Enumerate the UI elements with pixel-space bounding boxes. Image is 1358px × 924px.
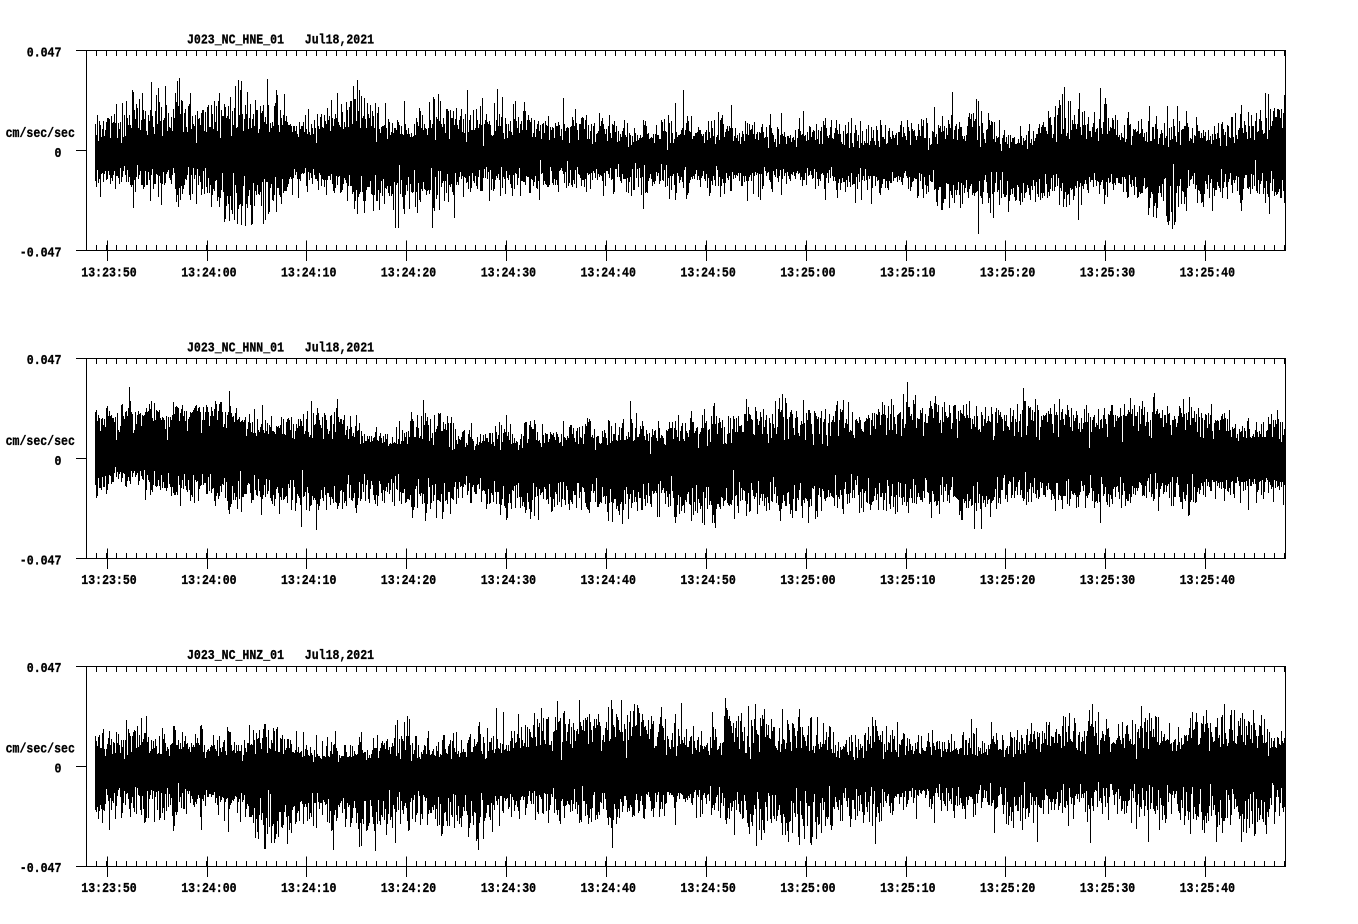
svg-text:0: 0 [55, 762, 62, 778]
svg-text:13:24:00: 13:24:00 [181, 881, 236, 897]
svg-text:-0.047: -0.047 [20, 246, 62, 262]
svg-text:cm/sec/sec: cm/sec/sec [6, 126, 75, 142]
svg-text:cm/sec/sec: cm/sec/sec [6, 434, 75, 450]
svg-text:13:24:30: 13:24:30 [481, 266, 536, 282]
svg-text:13:25:20: 13:25:20 [980, 266, 1035, 282]
svg-text:13:24:40: 13:24:40 [581, 573, 636, 589]
svg-text:13:24:50: 13:24:50 [680, 881, 735, 897]
svg-text:13:25:10: 13:25:10 [880, 573, 935, 589]
svg-text:0.047: 0.047 [27, 353, 62, 369]
svg-text:13:25:10: 13:25:10 [880, 266, 935, 282]
svg-text:0.047: 0.047 [27, 661, 62, 677]
svg-text:13:24:10: 13:24:10 [281, 266, 336, 282]
svg-text:13:25:20: 13:25:20 [980, 573, 1035, 589]
svg-text:0: 0 [55, 146, 62, 162]
svg-text:13:24:20: 13:24:20 [381, 266, 436, 282]
svg-text:0: 0 [55, 454, 62, 470]
svg-text:13:23:50: 13:23:50 [81, 573, 136, 589]
svg-text:13:25:40: 13:25:40 [1180, 573, 1235, 589]
svg-text:13:24:50: 13:24:50 [680, 266, 735, 282]
svg-text:-0.047: -0.047 [20, 861, 62, 877]
svg-text:13:25:30: 13:25:30 [1080, 573, 1135, 589]
svg-text:13:25:00: 13:25:00 [780, 266, 835, 282]
svg-text:13:24:30: 13:24:30 [481, 881, 536, 897]
svg-text:0.047: 0.047 [27, 46, 62, 62]
svg-text:J023_NC_HNZ_01 Jul18,2021: J023_NC_HNZ_01 Jul18,2021 [187, 648, 374, 664]
svg-text:13:25:20: 13:25:20 [980, 881, 1035, 897]
svg-text:13:24:30: 13:24:30 [481, 573, 536, 589]
svg-text:13:24:10: 13:24:10 [281, 881, 336, 897]
svg-text:J023_NC_HNE_01 Jul18,2021: J023_NC_HNE_01 Jul18,2021 [187, 33, 374, 49]
svg-text:13:24:10: 13:24:10 [281, 573, 336, 589]
svg-text:13:24:50: 13:24:50 [680, 573, 735, 589]
svg-text:13:24:00: 13:24:00 [181, 573, 236, 589]
svg-text:cm/sec/sec: cm/sec/sec [6, 742, 75, 758]
svg-text:13:25:10: 13:25:10 [880, 881, 935, 897]
svg-text:13:24:40: 13:24:40 [581, 881, 636, 897]
svg-text:13:24:00: 13:24:00 [181, 266, 236, 282]
svg-text:J023_NC_HNN_01 Jul18,2021: J023_NC_HNN_01 Jul18,2021 [187, 340, 374, 356]
svg-text:13:25:00: 13:25:00 [780, 881, 835, 897]
svg-text:13:25:40: 13:25:40 [1180, 266, 1235, 282]
svg-text:13:24:40: 13:24:40 [581, 266, 636, 282]
svg-text:13:25:40: 13:25:40 [1180, 881, 1235, 897]
svg-text:13:23:50: 13:23:50 [81, 881, 136, 897]
svg-text:13:25:30: 13:25:30 [1080, 881, 1135, 897]
svg-text:13:25:30: 13:25:30 [1080, 266, 1135, 282]
svg-text:13:23:50: 13:23:50 [81, 266, 136, 282]
svg-text:13:25:00: 13:25:00 [780, 573, 835, 589]
svg-text:13:24:20: 13:24:20 [381, 881, 436, 897]
svg-text:-0.047: -0.047 [20, 553, 62, 569]
svg-text:13:24:20: 13:24:20 [381, 573, 436, 589]
